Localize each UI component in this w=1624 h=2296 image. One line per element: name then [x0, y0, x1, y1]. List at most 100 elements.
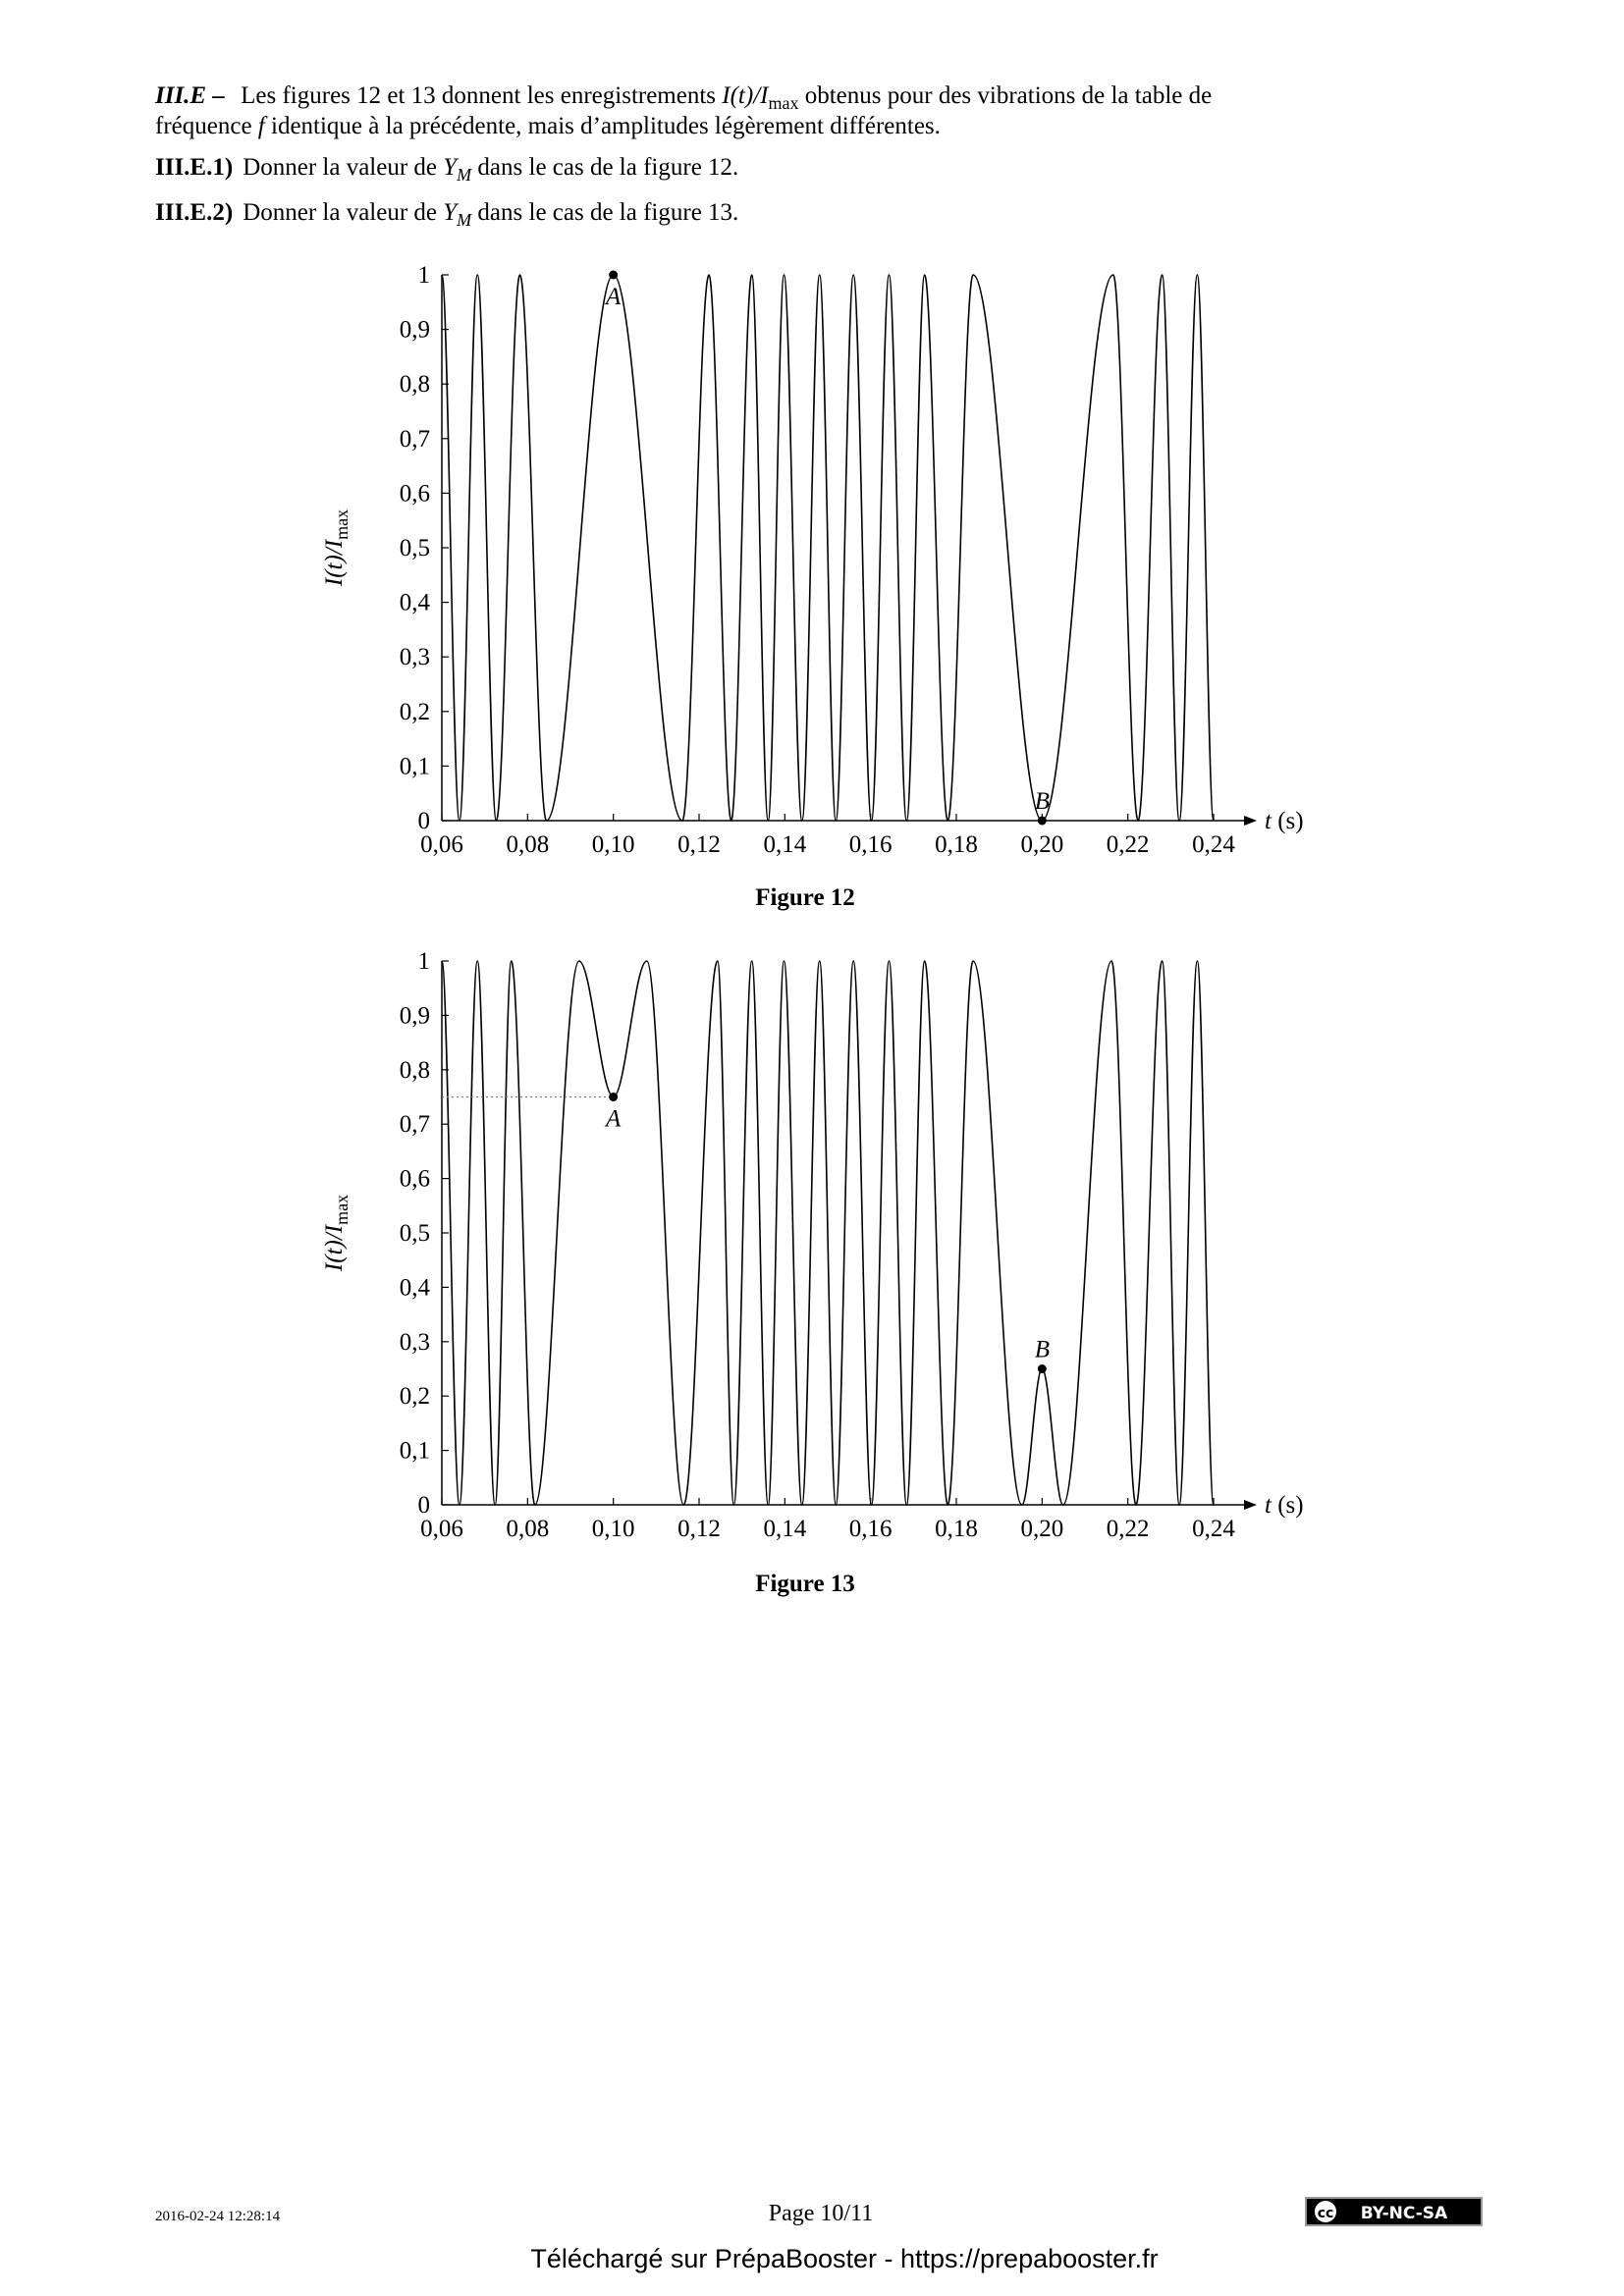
x-tick-label: 0,14: [763, 1516, 806, 1542]
intro-text: obtenus pour des vibrations de la table …: [798, 82, 1212, 109]
x-tick-label: 0,12: [677, 831, 721, 858]
x-tick-label: 0,10: [592, 831, 635, 858]
math-sub: M: [456, 165, 472, 185]
y-tick-label: 0,3: [400, 1329, 430, 1356]
x-tick-label: 0,10: [592, 1516, 635, 1542]
y-tick-label: 0,8: [400, 371, 430, 398]
math: f: [258, 113, 268, 139]
x-tick-label: 0,18: [935, 1516, 978, 1542]
footer-date: 2016-02-24 12:28:14: [155, 2209, 281, 2224]
x-tick-label: 0,24: [1192, 831, 1235, 858]
x-axis-arrow: [1244, 1500, 1257, 1510]
y-tick-label: 0,6: [400, 480, 430, 507]
x-axis-label: t (s): [1265, 808, 1304, 834]
y-tick-label: 0,1: [400, 753, 430, 779]
y-axis-label-main: I(t)/I: [321, 1223, 348, 1272]
x-tick-label: 0,24: [1192, 1516, 1235, 1542]
x-tick-label: 0,12: [677, 1516, 721, 1542]
x-axis-label: t (s): [1265, 1492, 1304, 1519]
intro-line-1: III.E – Les figures 12 et 13 donnent les…: [154, 82, 1212, 113]
figure-caption: Figure 13: [755, 1571, 855, 1597]
x-axis-label-var: t: [1265, 1492, 1272, 1519]
y-tick-label: 0,3: [400, 644, 430, 670]
question-label: III.E.1): [155, 154, 233, 181]
point-label: A: [604, 1106, 622, 1133]
point-label: B: [1035, 788, 1050, 815]
chart: t (s) I(t)/Imax 0 0,1 0,2 0,3 0,4 0,5 0,6 0,7 0,8 0…: [321, 948, 1304, 1597]
intro-text: fréquence: [155, 113, 258, 139]
math: Y: [443, 199, 460, 226]
x-axis-label-var: t: [1265, 808, 1272, 834]
y-tick-label: 0: [418, 808, 431, 834]
question-text: dans le cas de la figure 12.: [471, 154, 738, 181]
y-tick-label: 0,7: [400, 1111, 430, 1138]
cc-icon-text: cc: [1318, 2206, 1334, 2221]
cc-icon: [1315, 2201, 1336, 2222]
curve: [441, 960, 1215, 1506]
x-tick-label: 0,16: [849, 831, 893, 858]
point-label: A: [604, 284, 622, 310]
y-tick-label: 0,6: [400, 1166, 430, 1193]
y-axis-label-sub: max: [332, 1195, 352, 1225]
y-tick-label: 0,8: [400, 1057, 430, 1084]
intro-text: identique à la précédente, mais d’amplit…: [265, 113, 941, 139]
x-axis-label-unit: (s): [1272, 1492, 1304, 1519]
x-tick-label: 0,18: [935, 831, 978, 858]
question-text: dans le cas de la figure 13.: [471, 199, 738, 226]
y-axis-label-sub: max: [332, 509, 352, 540]
math: I(t)/I: [721, 82, 770, 109]
x-axis-arrow: [1244, 816, 1257, 826]
figure-caption: Figure 12: [755, 884, 855, 911]
x-tick-label: 0,22: [1107, 1516, 1150, 1542]
license-text: BY-NC-SA: [1361, 2204, 1448, 2223]
x-tick-label: 0,06: [420, 1516, 463, 1542]
intro-text: Les figures 12 et 13 donnent les enregis…: [241, 82, 722, 109]
question: III.E.2) Donner la valeur de YM dans le c…: [155, 199, 738, 230]
x-tick-label: 0,20: [1020, 1516, 1063, 1542]
y-tick-label: 0,9: [400, 317, 430, 344]
curve: [441, 274, 1215, 822]
y-tick-label: 0,4: [400, 1274, 431, 1301]
x-tick-label: 0,16: [849, 1516, 893, 1542]
point-marker: [1037, 816, 1047, 826]
x-tick-label: 0,06: [420, 831, 463, 858]
y-tick-label: 0: [418, 1492, 431, 1519]
question: III.E.1) Donner la valeur de YM dans le c…: [155, 154, 738, 185]
download-note: Téléchargé sur PrépaBooster - https://pr…: [530, 2244, 1158, 2273]
x-tick-label: 0,20: [1020, 831, 1063, 858]
math-sub: M: [456, 210, 472, 230]
y-tick-label: 1: [418, 948, 431, 975]
point-marker: [1037, 1364, 1047, 1373]
point-label: B: [1035, 1337, 1050, 1363]
y-axis-label: I(t)/Imax: [321, 509, 352, 587]
y-tick-label: 0,1: [400, 1438, 430, 1465]
y-tick-label: 0,2: [400, 1383, 430, 1410]
x-axis-label-unit: (s): [1272, 808, 1304, 834]
x-tick-label: 0,14: [763, 831, 806, 858]
point-marker: [609, 270, 619, 280]
x-tick-label: 0,22: [1107, 831, 1150, 858]
section-label: III.E –: [154, 82, 225, 109]
license-badge: cc BY-NC-SA: [1305, 2197, 1483, 2226]
x-tick-label: 0,08: [506, 831, 549, 858]
y-tick-label: 0,9: [400, 1002, 430, 1029]
intro-line-2: fréquence f identique à la précédente, m…: [155, 113, 941, 139]
y-tick-label: 0,2: [400, 699, 430, 725]
y-axis-label: I(t)/Imax: [321, 1195, 352, 1272]
y-tick-label: 0,5: [400, 535, 430, 561]
math-sub: max: [768, 93, 798, 113]
math: Y: [443, 154, 460, 181]
y-tick-label: 1: [418, 262, 431, 289]
x-tick-label: 0,08: [506, 1516, 549, 1542]
page-number: Page 10/11: [769, 2201, 873, 2226]
question-text: Donner la valeur de: [243, 199, 443, 226]
y-tick-label: 0,5: [400, 1220, 430, 1247]
y-axis-label-main: I(t)/I: [321, 538, 348, 587]
y-tick-label: 0,4: [400, 590, 431, 616]
question-label: III.E.2): [155, 199, 233, 226]
y-tick-label: 0,7: [400, 426, 430, 453]
point-marker: [609, 1093, 619, 1101]
chart: t (s) I(t)/Imax 0 0,1 0,2 0,3 0,4 0,5 0,6 0,7 0,8 0…: [321, 262, 1304, 911]
